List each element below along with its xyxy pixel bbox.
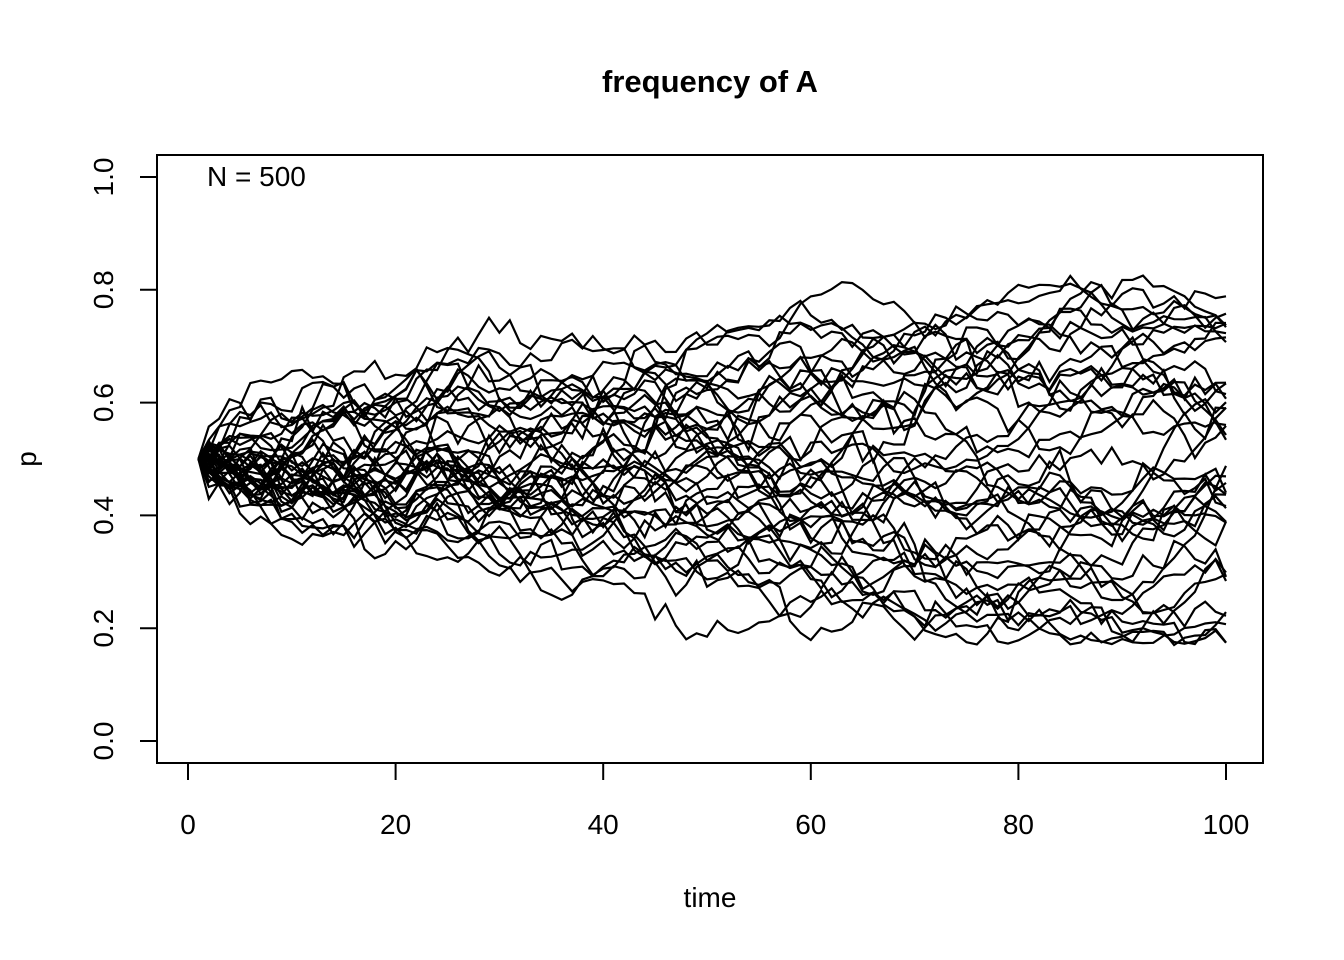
- trajectory-lines: [197, 274, 1228, 647]
- x-tick-label: 80: [1003, 809, 1034, 840]
- x-tick-label: 100: [1203, 809, 1250, 840]
- y-tick-label: 0.4: [88, 496, 119, 535]
- trajectory-line: [197, 302, 1227, 506]
- y-axis-label: p: [11, 451, 42, 467]
- trajectory-line: [197, 403, 1227, 646]
- annotation-n: N = 500: [207, 161, 306, 192]
- trajectory-line: [198, 274, 1227, 536]
- trajectory-line: [198, 382, 1227, 524]
- trajectory-line: [197, 274, 1227, 495]
- trajectory-line: [197, 441, 1227, 645]
- y-tick-label: 1.0: [88, 158, 119, 197]
- x-axis-label: time: [684, 882, 737, 913]
- y-tick-label: 0.2: [88, 609, 119, 648]
- trajectory-line: [197, 416, 1227, 563]
- trajectory-line: [197, 406, 1227, 560]
- plot-area-border: [156, 154, 1264, 764]
- y-axis: 0.0 0.2 0.4 0.6 0.8 1.0: [88, 158, 157, 761]
- trajectory-line: [197, 378, 1227, 526]
- trajectory-line: [197, 454, 1227, 645]
- trajectory-line: [197, 322, 1227, 487]
- x-axis: 0 20 40 60 80 100: [180, 763, 1249, 840]
- x-tick-label: 0: [180, 809, 196, 840]
- x-tick-label: 40: [588, 809, 619, 840]
- trajectory-line: [197, 367, 1227, 552]
- trajectory-line: [198, 427, 1227, 646]
- y-tick-label: 0.0: [88, 722, 119, 761]
- y-tick-label: 0.6: [88, 383, 119, 422]
- trajectory-line: [197, 282, 1227, 460]
- trajectory-line: [198, 457, 1227, 609]
- x-tick-label: 60: [795, 809, 826, 840]
- trajectory-line: [197, 445, 1228, 542]
- trajectory-line: [197, 343, 1227, 516]
- trajectory-line: [197, 396, 1227, 517]
- y-tick-label: 0.8: [88, 270, 119, 309]
- trajectory-line: [198, 320, 1227, 505]
- trajectory-line: [197, 359, 1227, 549]
- trajectory-line: [197, 442, 1227, 647]
- x-tick-label: 20: [380, 809, 411, 840]
- chart-title: frequency of A: [602, 64, 818, 99]
- trajectory-line: [197, 290, 1227, 460]
- trajectory-line: [198, 457, 1227, 626]
